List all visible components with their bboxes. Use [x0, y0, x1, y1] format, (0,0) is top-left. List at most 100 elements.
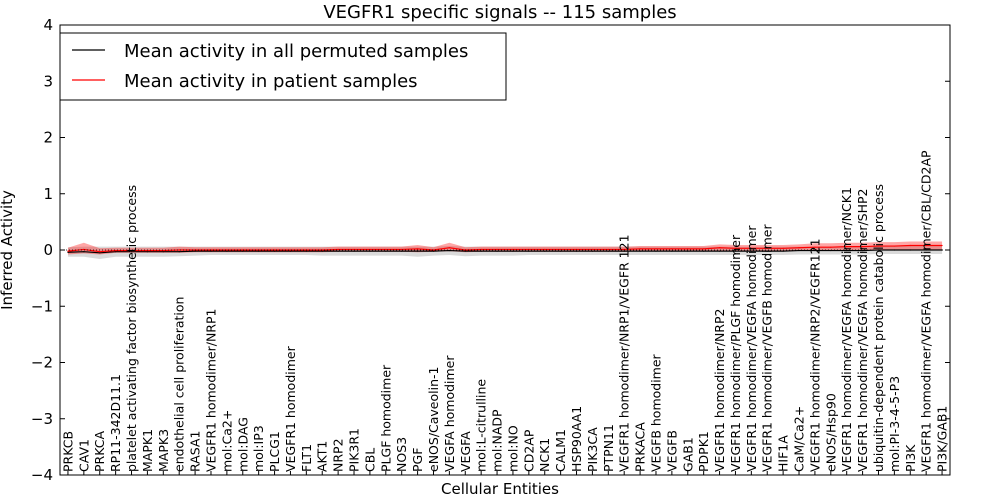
data-point [750, 250, 752, 252]
data-point [385, 250, 387, 252]
data-point [703, 250, 705, 252]
data-point [687, 248, 689, 250]
data-point [830, 246, 832, 248]
x-tick-label: CALM1 [553, 429, 568, 472]
data-point [877, 249, 880, 251]
data-point [718, 250, 721, 252]
data-point [655, 250, 657, 252]
legend-box [59, 32, 507, 101]
data-point [766, 250, 768, 252]
x-tick-label: VEGFR1 homodimer/NRP1 [203, 309, 218, 472]
y-axis-label: Inferred Activity [0, 190, 16, 310]
data-point [671, 250, 673, 252]
x-tick-label: CaM/Ca2+ [792, 406, 807, 472]
y-tick-label: 4 [43, 16, 53, 34]
x-tick-label: VEGFR1 homodimer/NRP1/VEGFR 121 [617, 234, 632, 472]
data-point [703, 248, 705, 250]
x-tick-labels: PRKCB CAV1 PRKCA RP11-342D11.1 platelet acti… [60, 150, 950, 475]
x-tick-label: eNOS/Caveolin-1 [426, 367, 441, 472]
legend-label-patient: Mean activity in patient samples [124, 71, 418, 92]
x-tick-label: VEGFR1 homodimer/VEGFB homodimer [760, 224, 775, 472]
data-point [655, 248, 657, 250]
data-point [718, 247, 721, 249]
x-tick-label: CD2AP [521, 429, 536, 472]
legend-label-permuted: Mean activity in all permuted samples [124, 41, 468, 62]
data-point [194, 250, 196, 252]
chart-title: VEGFR1 specific signals -- 115 samples [323, 2, 676, 23]
data-point [146, 251, 149, 253]
x-tick-label: PLCG1 [267, 431, 282, 472]
data-point [337, 250, 339, 252]
y-tick-label: 1 [43, 185, 53, 203]
x-tick-label: VEGFR1 homodimer/NRP2/VEGFR121 [807, 238, 822, 472]
data-point [162, 251, 164, 253]
data-point [273, 249, 276, 251]
data-point [353, 250, 355, 252]
data-point [671, 248, 673, 250]
data-point [178, 249, 180, 251]
x-tick-label: PGF [410, 448, 425, 472]
x-tick-label: VEGFR1 homodimer/VEGFA homodimer/NCK1 [839, 187, 854, 472]
data-point [623, 250, 625, 252]
data-point [115, 249, 117, 252]
data-point [861, 246, 864, 248]
data-point [305, 250, 307, 252]
data-point [496, 248, 498, 251]
data-point [99, 251, 101, 253]
x-tick-label: RP11-342D11.1 [108, 374, 123, 472]
data-point [512, 250, 514, 252]
data-point [289, 249, 292, 251]
x-tick-label: eNOS/Hsp90 [823, 393, 838, 472]
x-tick-label: PIK3CA [585, 427, 600, 472]
data-point [782, 250, 784, 252]
data-point [909, 244, 911, 247]
y-tick-label: 3 [43, 72, 53, 90]
x-tick-label: NOS3 [394, 437, 409, 472]
y-tick-label: −1 [31, 297, 53, 315]
data-point [130, 251, 133, 253]
data-point [416, 248, 419, 250]
legend: Mean activity in all permuted samples Me… [59, 32, 507, 101]
data-point [814, 246, 816, 248]
x-tick-label: PIK3R1 [347, 428, 362, 472]
data-point [591, 250, 594, 252]
x-tick-label: PRKCA [92, 431, 107, 472]
data-point [464, 250, 466, 252]
y-tick-label: −2 [31, 354, 53, 372]
data-point [560, 248, 562, 251]
x-tick-label: mol:DAG [235, 417, 250, 472]
x-tick-label: PI3K [903, 444, 918, 472]
data-point [766, 247, 768, 249]
data-point [432, 250, 435, 252]
data-point [861, 249, 864, 252]
x-tick-label: PDPK1 [696, 431, 711, 472]
data-point [432, 249, 435, 251]
data-point [846, 246, 848, 248]
y-tick-label: −4 [31, 466, 53, 484]
data-point [210, 250, 212, 252]
x-tick-label: VEGFB [664, 430, 679, 472]
data-point [544, 250, 546, 252]
data-point [591, 248, 594, 251]
x-tick-label: VEGFA homodimer [442, 355, 457, 472]
data-point [528, 250, 530, 252]
plot-frame [59, 24, 951, 476]
data-point [814, 249, 816, 252]
data-point [67, 250, 69, 252]
data-point [639, 248, 641, 250]
data-point [893, 245, 895, 247]
data-point [544, 248, 546, 251]
x-tick-label: mol:Ca2+ [219, 410, 234, 472]
x-tick-label: FLT1 [299, 444, 314, 472]
data-point [115, 251, 117, 253]
data-point [750, 247, 752, 249]
y-tick-label: 0 [43, 241, 53, 259]
x-tick-label: VEGFR1 homodimer [283, 345, 298, 472]
data-point [401, 250, 403, 252]
x-tick-label: VEGFB homodimer [648, 353, 663, 472]
x-tick-label: PI3K/GAB1 [935, 406, 950, 472]
y-tick-label: 2 [43, 129, 53, 147]
x-tick-label: VEGFR1 homodimer/VEGFA homodimer [744, 225, 759, 472]
x-tick-label: PRKCB [60, 431, 75, 472]
x-tick-label: MAPK1 [140, 429, 155, 472]
